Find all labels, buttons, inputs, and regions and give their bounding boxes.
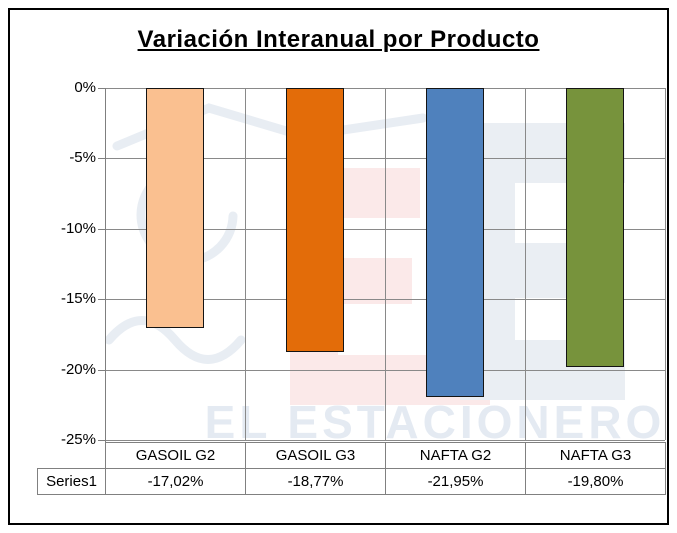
- category-cell-gasoil-g2: GASOIL G2: [105, 442, 246, 469]
- gridline-vertical: [245, 88, 246, 440]
- data-table-value-row: Series1 -17,02% -18,77% -21,95% -19,80%: [37, 468, 667, 495]
- value-cell-gasoil-g3: -18,77%: [245, 468, 386, 495]
- y-axis-tick: [98, 158, 105, 159]
- y-axis-tick: [98, 229, 105, 230]
- y-axis-label: -15%: [60, 290, 96, 307]
- y-axis-tick: [98, 299, 105, 300]
- gridline-horizontal: [105, 440, 665, 441]
- watermark-text: EL ESTACIONERO: [205, 396, 665, 440]
- bar-gasoil-g2: [146, 88, 204, 328]
- bar-gasoil-g3: [286, 88, 344, 352]
- value-cell-nafta-g2: -21,95%: [385, 468, 526, 495]
- y-axis-label: -5%: [69, 149, 96, 166]
- gridline-vertical: [385, 88, 386, 440]
- gridline-vertical: [525, 88, 526, 440]
- category-cell-nafta-g3: NAFTA G3: [525, 442, 666, 469]
- y-axis-tick: [98, 370, 105, 371]
- series-name-cell: Series1: [37, 468, 106, 495]
- y-axis-label: -20%: [60, 361, 96, 378]
- plot-area: EL ESTACIONERO: [105, 88, 666, 441]
- chart-frame: Variación Interanual por Producto 0% -5% -…: [8, 8, 669, 525]
- value-cell-gasoil-g2: -17,02%: [105, 468, 246, 495]
- gridline-vertical: [665, 88, 666, 440]
- y-axis-line: [105, 88, 106, 442]
- y-axis-label: -25%: [60, 431, 96, 448]
- category-cell-nafta-g2: NAFTA G2: [385, 442, 526, 469]
- y-axis-label: 0%: [74, 79, 96, 96]
- data-table-category-row: GASOIL G2 GASOIL G3 NAFTA G2 NAFTA G3: [105, 442, 667, 469]
- y-axis-tick: [98, 440, 105, 441]
- chart-title: Variación Interanual por Producto: [137, 26, 540, 53]
- bar-nafta-g2: [426, 88, 484, 397]
- y-axis-label: -10%: [60, 220, 96, 237]
- bar-nafta-g3: [566, 88, 624, 367]
- value-cell-nafta-g3: -19,80%: [525, 468, 666, 495]
- y-axis-tick: [98, 88, 105, 89]
- category-cell-gasoil-g3: GASOIL G3: [245, 442, 386, 469]
